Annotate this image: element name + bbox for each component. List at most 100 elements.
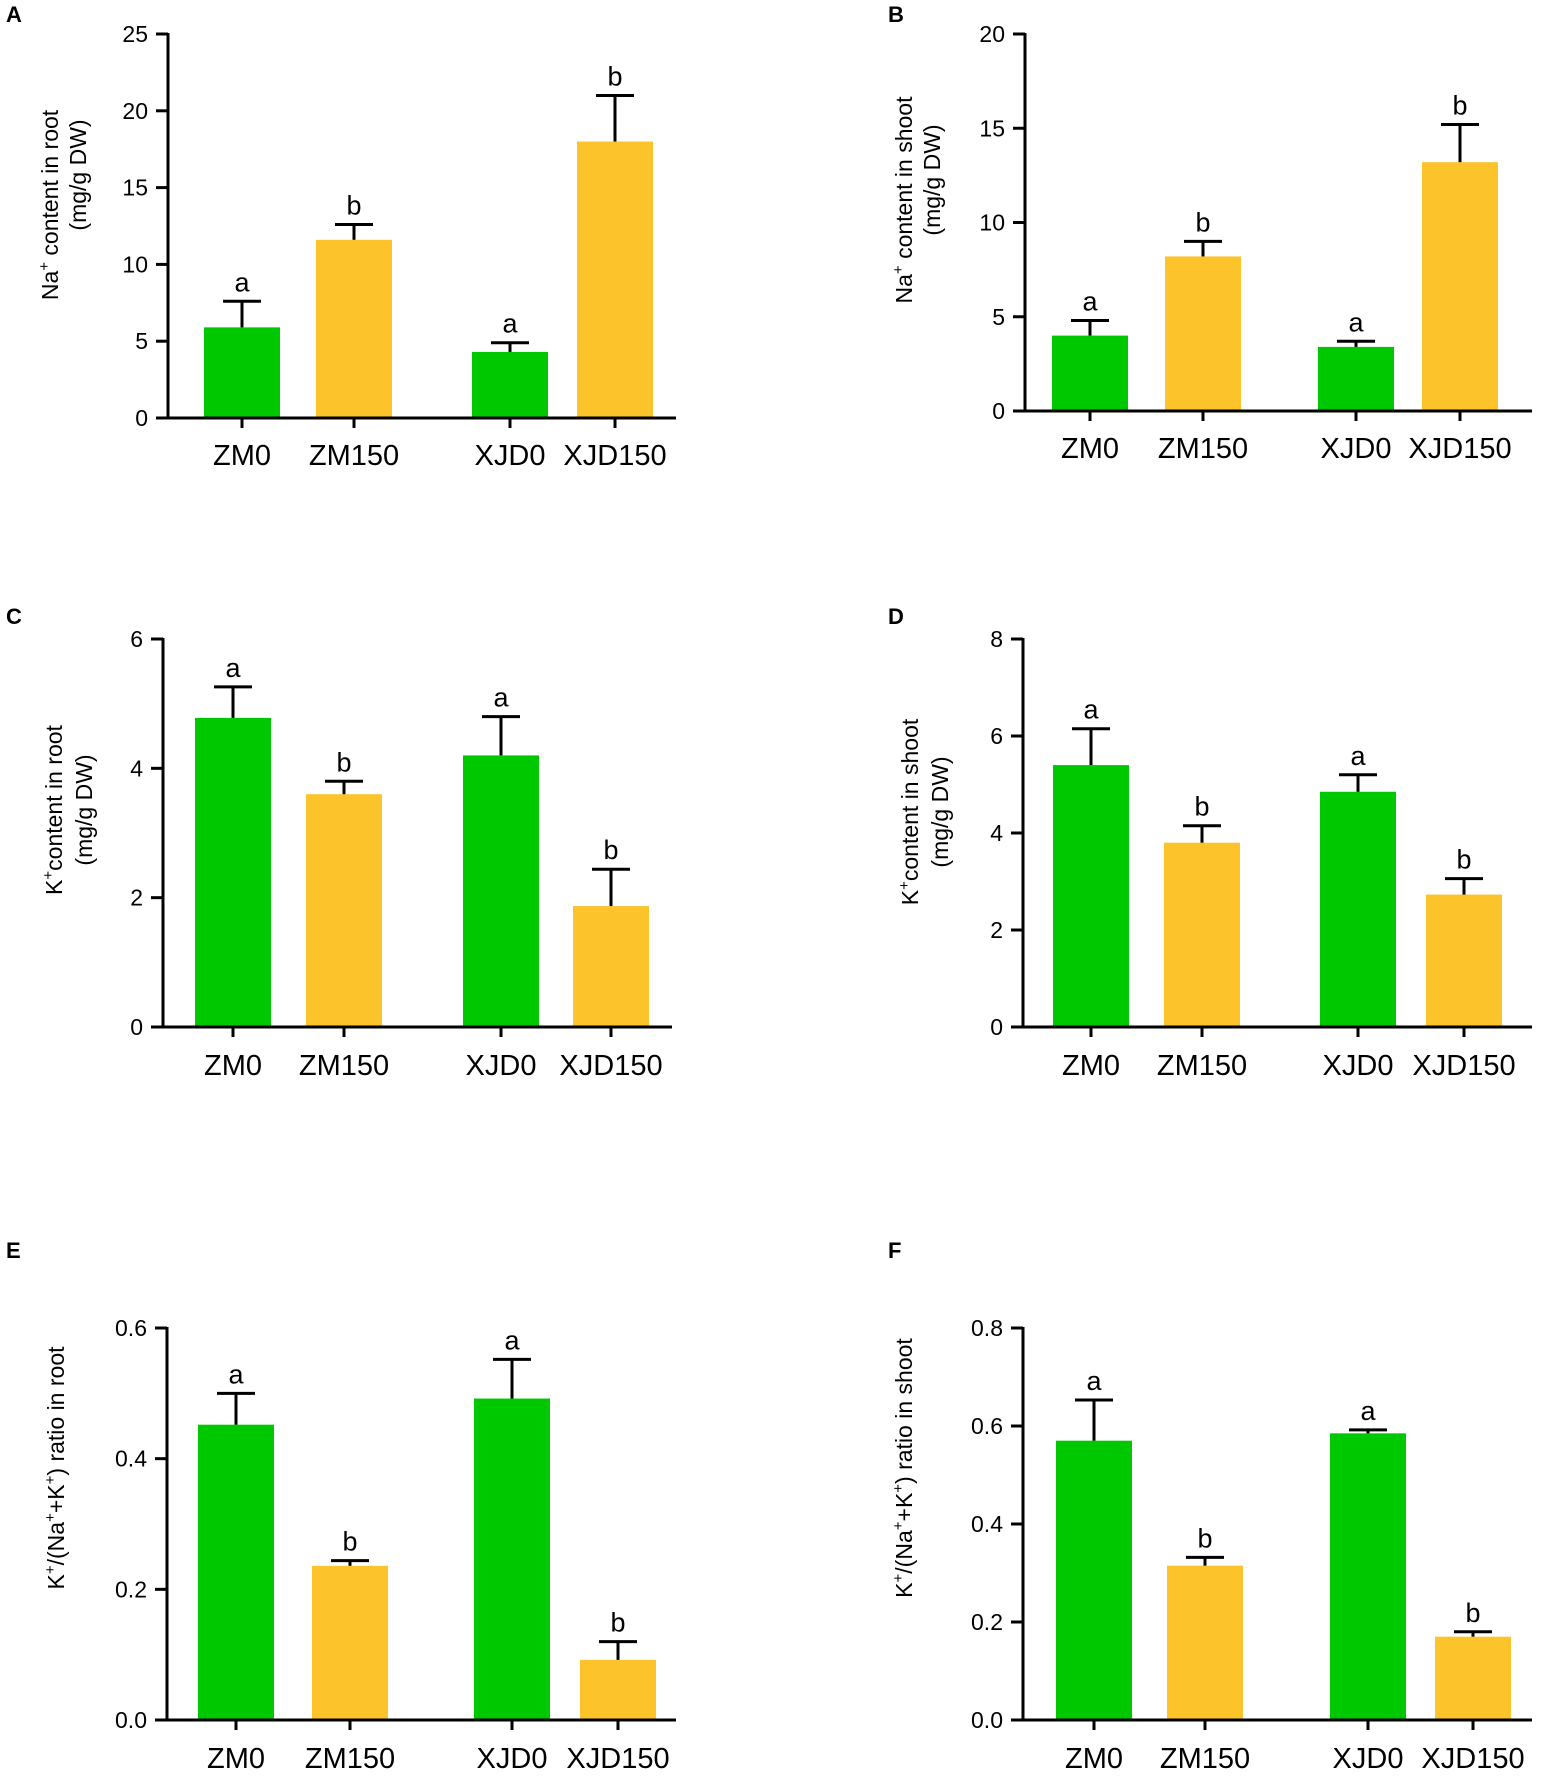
x-tick-label-a-xjd0: XJD0	[475, 440, 546, 472]
bar-b-zm150	[1165, 256, 1241, 411]
bar-e-zm150	[312, 1565, 388, 1720]
x-tick-label-b-zm150: ZM150	[1158, 433, 1248, 465]
x-tick-label-b-xjd150: XJD150	[1408, 433, 1511, 465]
panel-e-ratio-root: E K+/(Na++K+) ratio in root a ZM0 b ZM150 a X…	[6, 1238, 676, 1775]
x-tick-label-d-xjd150: XJD150	[1412, 1050, 1515, 1082]
panel-letter-d: D	[888, 604, 904, 629]
bar-a-zm0	[204, 327, 280, 418]
y-tick-label-f-4: 0.8	[971, 1315, 1003, 1341]
y-axis-unit-d: (mg/g DW)	[927, 756, 953, 867]
plot-area-c: a ZM0 b ZM150 a XJD0 b XJD150 0 2 4 6	[130, 626, 672, 1082]
significance-label-c-zm150: b	[336, 747, 351, 777]
panel-d-k-shoot: D K+content in shoot (mg/g DW) a ZM0 b ZM15…	[888, 604, 1532, 1082]
x-tick-label-f-xjd0: XJD0	[1333, 1743, 1404, 1775]
y-tick-label-b-4: 20	[979, 21, 1005, 47]
bar-f-zm0	[1056, 1440, 1132, 1720]
x-tick-label-e-zm150: ZM150	[305, 1743, 395, 1775]
y-axis-label-e: K+/(Na++K+) ratio in root	[42, 1346, 69, 1590]
y-tick-label-b-0: 0	[992, 398, 1005, 424]
significance-label-e-xjd150: b	[610, 1608, 625, 1638]
y-axis-label-b: Na+ content in shoot	[890, 96, 917, 304]
significance-label-b-xjd0: a	[1348, 307, 1364, 337]
panel-c-k-root: C K+content in root (mg/g DW) a ZM0 b ZM150…	[6, 604, 672, 1082]
bar-a-zm150	[316, 239, 392, 418]
y-axis-label-d: K+content in shoot	[896, 718, 923, 905]
significance-label-d-zm0: a	[1083, 695, 1099, 725]
y-tick-label-f-3: 0.6	[971, 1413, 1003, 1439]
x-tick-label-f-zm0: ZM0	[1065, 1743, 1123, 1775]
x-tick-label-d-xjd0: XJD0	[1323, 1050, 1394, 1082]
plot-area-a: a ZM0 b ZM150 a XJD0 b XJD150 0 5 10 15 20 25	[122, 21, 676, 472]
panel-letter-b: B	[888, 2, 904, 27]
x-tick-label-d-zm0: ZM0	[1062, 1050, 1120, 1082]
y-axis-label-c: K+content in root	[40, 724, 67, 894]
x-tick-label-c-xjd0: XJD0	[466, 1050, 537, 1082]
y-tick-label-a-4: 20	[122, 98, 148, 124]
y-tick-label-e-1: 0.2	[115, 1576, 147, 1602]
significance-label-a-xjd0: a	[502, 309, 518, 339]
significance-label-c-zm0: a	[225, 653, 241, 683]
plot-area-d: a ZM0 b ZM150 a XJD0 b XJD150 0 2 4 6 8	[990, 626, 1532, 1082]
significance-label-d-xjd150: b	[1456, 845, 1471, 875]
y-tick-label-b-1: 5	[992, 304, 1005, 330]
x-tick-label-c-zm150: ZM150	[299, 1050, 389, 1082]
y-axis-unit-c: (mg/g DW)	[71, 754, 97, 865]
y-tick-label-c-2: 4	[130, 755, 143, 781]
y-tick-label-e-2: 0.4	[115, 1446, 147, 1472]
bar-c-xjd150	[573, 906, 649, 1027]
y-tick-label-d-4: 8	[990, 626, 1003, 652]
bar-a-xjd0	[472, 351, 548, 418]
bar-c-zm0	[195, 717, 271, 1027]
x-tick-label-e-xjd0: XJD0	[477, 1743, 548, 1775]
significance-label-e-zm150: b	[342, 1527, 357, 1557]
x-tick-label-e-zm0: ZM0	[207, 1743, 265, 1775]
significance-label-e-zm0: a	[228, 1359, 244, 1389]
significance-label-d-zm150: b	[1194, 792, 1209, 822]
plot-area-e: a ZM0 b ZM150 a XJD0 b XJD150 0.0 0.2 0.4 0.6	[115, 1315, 676, 1775]
y-tick-label-d-0: 0	[990, 1014, 1003, 1040]
x-tick-label-b-zm0: ZM0	[1061, 433, 1119, 465]
y-tick-label-b-3: 15	[979, 115, 1005, 141]
y-tick-label-b-2: 10	[979, 210, 1005, 236]
x-tick-label-a-zm0: ZM0	[213, 440, 271, 472]
plot-area-f: a ZM0 b ZM150 a XJD0 b XJD150 0.0 0.2 0.4 0.6 0.8	[971, 1315, 1532, 1775]
bar-d-xjd150	[1426, 894, 1502, 1027]
significance-label-d-xjd0: a	[1350, 741, 1366, 771]
panel-b-na-shoot: B Na+ content in shoot (mg/g DW) a ZM0 b ZM…	[888, 2, 1532, 465]
bar-b-xjd150	[1422, 162, 1498, 411]
panel-letter-a: A	[6, 2, 22, 27]
panel-f-ratio-shoot: F K+/(Na++K+) ratio in shoot aZM0bZM150a…	[888, 1238, 1532, 1775]
bar-d-xjd0	[1320, 791, 1396, 1027]
significance-label-c-xjd150: b	[603, 835, 618, 865]
significance-label-b-xjd150: b	[1452, 90, 1467, 120]
significance-label-f-xjd0: a	[1360, 1396, 1376, 1426]
y-tick-label-f-0: 0.0	[971, 1707, 1003, 1733]
x-tick-label-c-xjd150: XJD150	[559, 1050, 662, 1082]
bar-b-zm0	[1052, 335, 1128, 411]
y-tick-label-e-0: 0.0	[115, 1707, 147, 1733]
y-tick-label-a-5: 25	[122, 21, 148, 47]
y-tick-label-a-3: 15	[122, 175, 148, 201]
significance-label-a-xjd150: b	[607, 61, 622, 91]
significance-label-f-zm0: a	[1086, 1366, 1102, 1396]
x-tick-label-d-zm150: ZM150	[1157, 1050, 1247, 1082]
panel-letter-e: E	[6, 1238, 21, 1263]
y-tick-label-c-0: 0	[130, 1014, 143, 1040]
significance-label-f-xjd150: b	[1465, 1598, 1480, 1628]
y-tick-label-c-3: 6	[130, 626, 143, 652]
y-tick-label-f-2: 0.4	[971, 1511, 1003, 1537]
y-tick-label-d-1: 2	[990, 917, 1003, 943]
y-axis-unit-b: (mg/g DW)	[919, 124, 945, 235]
significance-label-c-xjd0: a	[493, 683, 509, 713]
y-tick-label-a-2: 10	[122, 251, 148, 277]
x-tick-label-a-xjd150: XJD150	[563, 440, 666, 472]
x-tick-label-f-zm150: ZM150	[1160, 1743, 1250, 1775]
significance-label-b-zm150: b	[1195, 207, 1210, 237]
y-tick-label-d-2: 4	[990, 820, 1003, 846]
bar-f-xjd150	[1435, 1636, 1511, 1720]
y-axis-label-f: K+/(Na++K+) ratio in shoot	[890, 1338, 917, 1598]
significance-label-e-xjd0: a	[504, 1325, 520, 1355]
bar-e-zm0	[198, 1424, 274, 1720]
x-tick-label-a-zm150: ZM150	[309, 440, 399, 472]
